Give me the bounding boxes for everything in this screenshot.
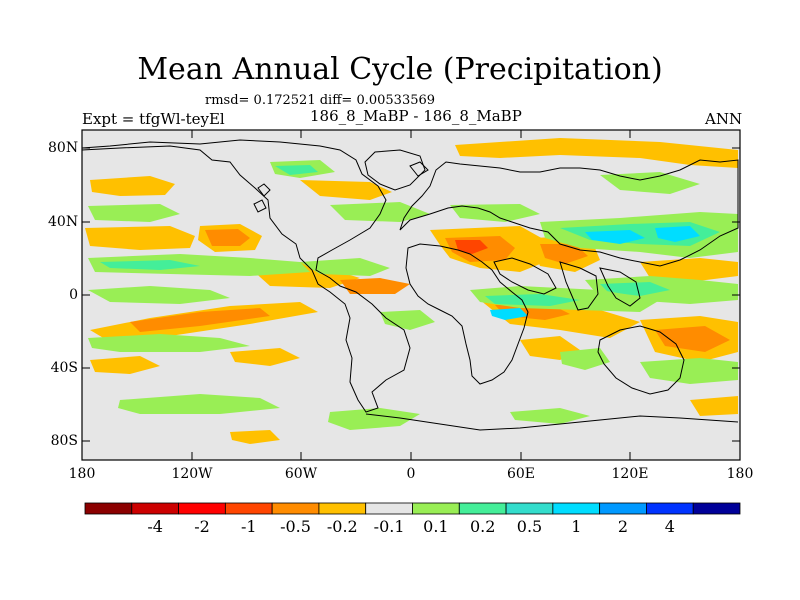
colorbar-label: -0.1 [373,517,405,536]
anomaly-blob [640,358,738,384]
x-tick-label: 60W [284,466,318,482]
anomaly-blob [85,226,195,250]
coastlines [82,139,739,431]
coastline-antarctica [365,413,739,431]
anomaly-blob [380,310,435,330]
x-tick-label: 0 [406,466,416,482]
comparison-label: 186_8_MaBP - 186_8_MaBP [310,107,522,125]
x-tick-label: 120E [611,466,649,482]
colorbar-label: 0.5 [516,517,543,536]
experiment-label: Expt = tfgWl-teyEl [82,110,225,128]
coastline-india [559,261,599,311]
anomaly-blob [560,348,610,370]
colorbar-label: 0.2 [469,517,496,536]
y-tick-label: 80N [48,140,79,156]
colorbar-label: 2 [617,517,629,536]
anomaly-blob [340,278,410,294]
anomaly-blob [118,394,280,414]
colorbar-swatch [599,502,647,515]
colorbar-swatch [271,502,320,515]
colorbar-swatch [224,502,273,515]
colorbar-swatch [552,502,601,515]
anomaly-blob [585,230,645,244]
anomaly-blob [485,294,580,306]
precip-anomaly-field [85,138,738,444]
colorbar-label: -2 [194,517,210,536]
anomaly-blob [300,180,392,200]
coastline-eurasia [399,159,739,267]
season-label: ANN [705,110,743,128]
colorbar-swatch [178,502,226,515]
colorbar-label: -4 [147,517,163,536]
coastline-islands [253,161,429,213]
anomaly-blob [328,408,420,430]
anomaly-blob [655,226,700,242]
colorbar-label: -1 [241,517,257,536]
x-tick-label: 180 [726,466,754,482]
anomaly-blob [690,396,738,416]
stats-line: rmsd= 0.172521 diff= 0.00533569 [205,93,436,108]
coastline-greenland [364,149,426,191]
anomaly-blob [230,430,280,444]
colorbar-swatch [84,502,133,515]
y-tick-label: 0 [69,287,78,303]
coastline-arabia [493,257,557,295]
colorbar-swatch [692,502,741,515]
anomaly-blob [205,229,250,246]
anomaly-blob [88,254,310,276]
colorbar-label: 0.1 [423,517,449,536]
colorbar-swatch [458,502,507,515]
colorbar-swatch [412,502,460,515]
plot-title: Mean Annual Cycle (Precipitation) [137,52,663,87]
anomaly-blob [510,408,590,424]
anomaly-blob [275,165,318,175]
colorbar [84,502,741,515]
coastline-africa [405,243,529,385]
coastline-indochina [599,267,641,307]
colorbar-swatch [646,502,694,515]
y-tick-label: 40N [48,214,79,230]
anomaly-blob [300,258,390,276]
anomaly-blob [130,308,270,332]
colorbar-label: -0.5 [280,517,311,536]
anomaly-blob [600,282,670,296]
colorbar-label: -0.2 [326,517,358,536]
anomaly-blob [655,326,730,352]
colorbar-label: 1 [571,517,582,536]
anomaly-blob [640,258,738,282]
x-tick-label: 180 [68,466,96,482]
anomaly-blob [90,176,175,196]
anomaly-blob [230,348,300,366]
coastline-australia [597,325,685,395]
anomaly-blob [90,356,160,374]
anomaly-blob [88,204,180,222]
coastline-north-america [82,139,411,413]
colorbar-swatch [318,502,367,515]
anomaly-blob [455,240,488,254]
anomaly-blob [100,260,200,270]
y-tick-label: 80S [50,433,78,449]
anomaly-blob [455,138,738,168]
colorbar-swatch [365,502,413,515]
anomaly-blob [490,308,528,320]
colorbar-swatch [505,502,554,515]
x-tick-label: 120W [171,466,213,482]
colorbar-label: 4 [664,517,675,536]
anomaly-blob [88,334,250,352]
colorbar-swatch [131,502,179,515]
axis-ticks [81,130,741,460]
y-tick-label: 40S [50,360,78,376]
anomaly-blob [88,286,230,304]
anomaly-blob [450,204,540,222]
x-tick-label: 60E [506,466,536,482]
